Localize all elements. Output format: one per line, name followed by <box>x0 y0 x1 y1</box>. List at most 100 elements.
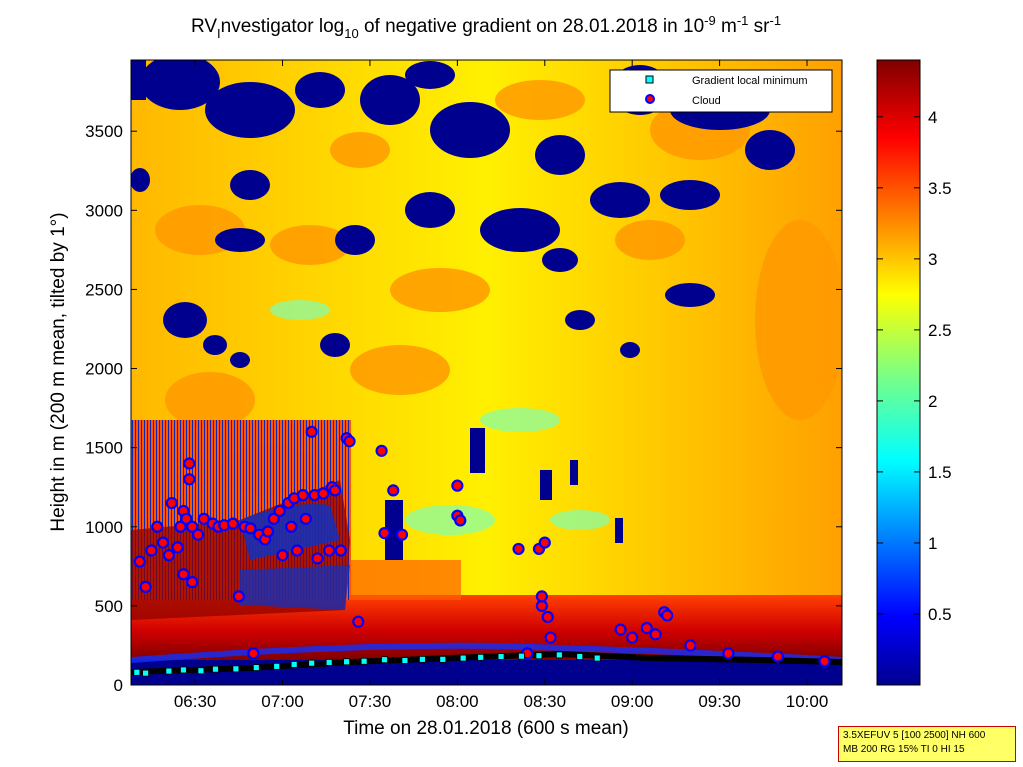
colorbar <box>876 59 921 686</box>
x-axis-label: Time on 28.01.2018 (600 s mean) <box>343 718 629 739</box>
cloud-point <box>247 647 260 660</box>
y-tick-label: 2000 <box>85 360 123 379</box>
x-tick-label: 09:30 <box>698 692 741 711</box>
cloud-point <box>614 623 627 636</box>
gradient-minimum-point <box>212 665 219 673</box>
chart-title: RVInvestigator log10 of negative gradien… <box>191 13 781 41</box>
boundary-line <box>131 650 842 675</box>
y-tick-label: 1000 <box>85 518 123 537</box>
gradient-minimum-point <box>273 662 281 670</box>
cloud-point <box>290 544 304 557</box>
colorbar-ticks: 0.5 1 1.5 2 2.5 3 3.5 4 <box>877 108 952 624</box>
cloud-point <box>375 444 388 457</box>
gradient-minimum-point <box>232 665 240 673</box>
cloud-point <box>454 514 467 527</box>
gradient-minimum-point <box>593 654 601 662</box>
cloud-point <box>183 473 196 486</box>
gradient-minimum-point <box>576 653 584 660</box>
cloud-point <box>232 590 245 603</box>
cloud-point <box>311 552 324 565</box>
cloud-point <box>661 609 674 622</box>
info-line-1: 3.5XEFUV 5 [100 2500] NH 600 <box>843 730 986 741</box>
y-tick-label: 0 <box>114 676 123 695</box>
cloud-point <box>722 647 735 660</box>
cloud-point <box>273 504 286 518</box>
y-axis-label: Height in m (200 m mean, tilted by 1°) <box>48 212 69 531</box>
cloud-point <box>299 512 312 525</box>
cloud-point <box>771 650 784 663</box>
cloud-point <box>535 590 548 603</box>
gradient-minimum-point <box>360 657 368 665</box>
cloud-point <box>145 544 158 557</box>
cloud-point <box>451 479 464 492</box>
cloud-point <box>323 544 336 557</box>
legend-label-gradient-minimum: Gradient local minimum <box>692 75 808 87</box>
gradient-minimum-point <box>518 652 525 660</box>
gradient-minimum-point <box>477 653 485 661</box>
cloud-point <box>191 528 205 541</box>
cloud-point <box>171 541 184 554</box>
gradient-minimum-point <box>142 669 149 677</box>
info-line-2: MB 200 RG 15% TI 0 HI 15 <box>843 744 965 755</box>
x-tick-label: 09:00 <box>611 692 654 711</box>
cloud-point <box>183 457 196 470</box>
gradient-minimum-point <box>325 658 333 666</box>
cloud-point <box>626 631 639 644</box>
heatmap-cyan-patches <box>270 300 610 535</box>
cloud-point <box>544 631 557 644</box>
cloud-point <box>139 580 152 593</box>
cloud-point <box>684 639 697 652</box>
heatmap-surface-band <box>131 660 842 685</box>
cloud-point <box>244 522 257 535</box>
gradient-minimum-point <box>308 659 316 667</box>
y-tick-label: 2500 <box>85 280 123 299</box>
cloud-point <box>276 549 289 562</box>
cloud-point <box>352 615 365 628</box>
colorbar-tick-label: 1.5 <box>928 463 952 482</box>
gradient-minimum-point <box>439 655 447 663</box>
cloud-point <box>305 425 318 438</box>
parameter-info-box: 3.5XEFUV 5 [100 2500] NH 600 MB 200 RG 1… <box>838 726 1016 762</box>
y-tick-label: 500 <box>95 597 123 616</box>
cloud-point <box>285 520 298 533</box>
colorbar-tick-label: 2 <box>928 392 937 411</box>
gradient-minimum-point <box>535 652 543 660</box>
gradient-minimum-point <box>343 658 351 666</box>
cloud-point <box>296 489 310 502</box>
cloud-point <box>541 610 554 624</box>
cloud-point <box>378 527 391 540</box>
cloud-point <box>538 536 551 549</box>
cloud-point <box>180 512 193 525</box>
gradient-minimum-point <box>459 654 467 662</box>
x-tick-label: 08:00 <box>436 692 479 711</box>
cloud-point <box>261 525 275 538</box>
gradient-minimum-point <box>401 657 409 664</box>
cloud-point <box>395 528 409 541</box>
gradient-minimum-point <box>180 666 187 674</box>
colorbar-tick-label: 0.5 <box>928 605 952 624</box>
points-layer <box>133 425 831 677</box>
cloud-point <box>317 487 330 500</box>
colorbar-tick-label: 3.5 <box>928 179 952 198</box>
cloud-point <box>165 496 178 510</box>
cloud-point <box>151 520 164 533</box>
cloud-point <box>186 576 199 589</box>
x-tick-label: 07:30 <box>349 692 392 711</box>
cloud-point <box>186 520 199 533</box>
cloud-point <box>328 484 342 497</box>
cloud-point <box>343 435 356 448</box>
gradient-minimum-point <box>133 668 141 676</box>
colorbar-tick-label: 1 <box>928 534 937 553</box>
colorbar-tick-label: 2.5 <box>928 321 952 340</box>
axes-frame <box>130 59 843 686</box>
gradient-minimum-point <box>381 656 388 664</box>
colorbar-tick-label: 4 <box>928 108 937 127</box>
gradient-minimum-point <box>165 667 173 675</box>
colorbar-tick-label: 3 <box>928 250 937 269</box>
legend-marker-gradient-minimum <box>645 75 654 84</box>
plot-area <box>131 60 842 685</box>
gradient-minimum-point <box>252 664 260 671</box>
y-tick-label: 3000 <box>85 201 123 220</box>
heatmap-orange-patches <box>155 80 842 495</box>
